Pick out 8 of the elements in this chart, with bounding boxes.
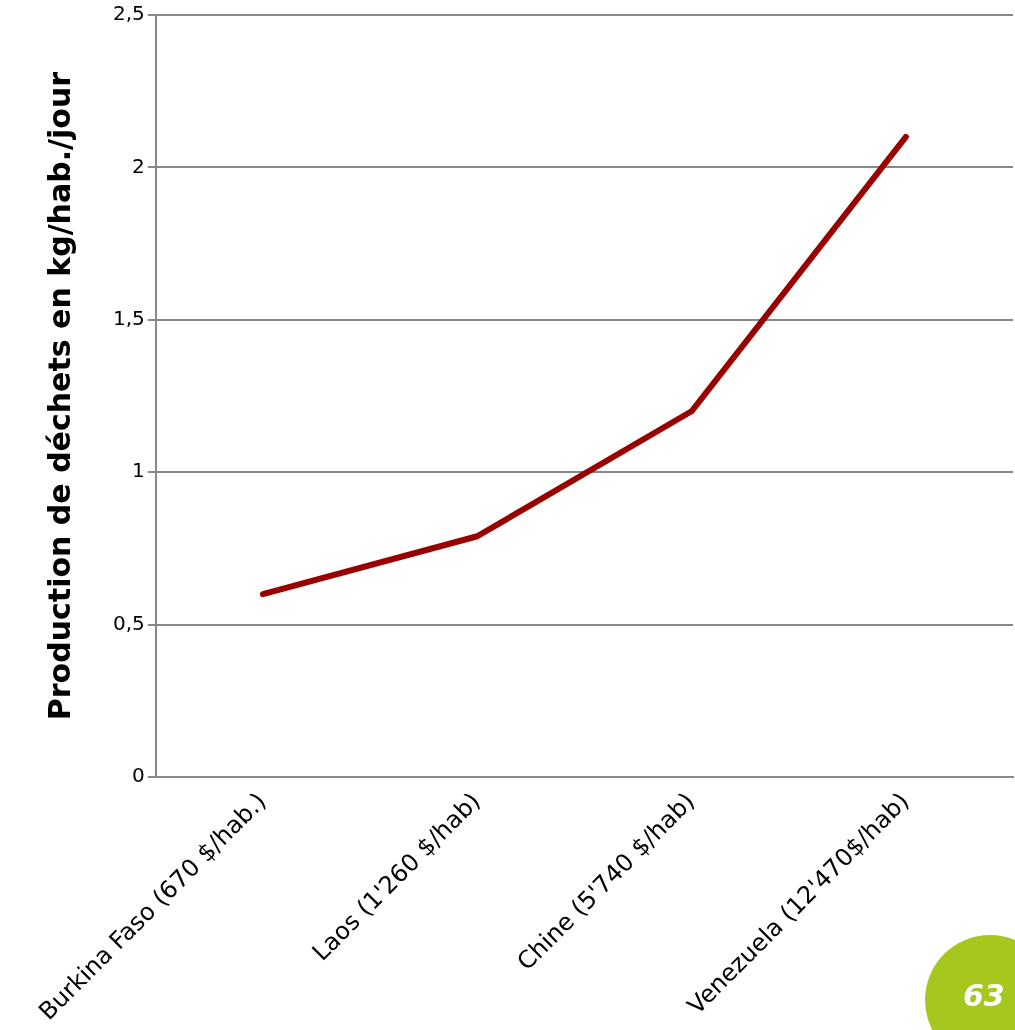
y-axis-title: Production de déchets en kg/hab./jour: [41, 71, 77, 721]
y-tick-label: 0: [132, 763, 145, 788]
y-tick-label: 2: [132, 153, 145, 178]
y-tick-label: 2,5: [112, 1, 145, 26]
y-tick-label: 1,5: [112, 306, 145, 331]
text: 63: [963, 978, 1005, 1013]
y-tick-label: 0,5: [112, 610, 145, 635]
y-tick-label: 1: [132, 458, 145, 483]
